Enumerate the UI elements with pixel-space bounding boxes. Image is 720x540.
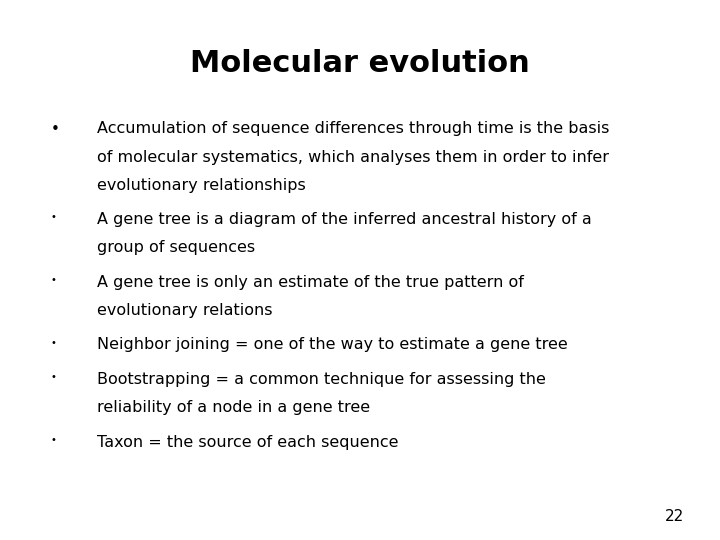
Text: •: • bbox=[50, 212, 56, 222]
Text: •: • bbox=[50, 122, 59, 137]
Text: group of sequences: group of sequences bbox=[97, 240, 256, 255]
Text: •: • bbox=[50, 372, 56, 382]
Text: Neighbor joining = one of the way to estimate a gene tree: Neighbor joining = one of the way to est… bbox=[97, 338, 568, 353]
Text: •: • bbox=[50, 338, 56, 348]
Text: Bootstrapping = a common technique for assessing the: Bootstrapping = a common technique for a… bbox=[97, 372, 546, 387]
Text: evolutionary relationships: evolutionary relationships bbox=[97, 178, 306, 193]
Text: Molecular evolution: Molecular evolution bbox=[190, 49, 530, 78]
Text: reliability of a node in a gene tree: reliability of a node in a gene tree bbox=[97, 400, 370, 415]
Text: evolutionary relations: evolutionary relations bbox=[97, 303, 273, 318]
Text: of molecular systematics, which analyses them in order to infer: of molecular systematics, which analyses… bbox=[97, 150, 609, 165]
Text: Taxon = the source of each sequence: Taxon = the source of each sequence bbox=[97, 435, 399, 450]
Text: Accumulation of sequence differences through time is the basis: Accumulation of sequence differences thr… bbox=[97, 122, 610, 137]
Text: 22: 22 bbox=[665, 509, 684, 524]
Text: A gene tree is only an estimate of the true pattern of: A gene tree is only an estimate of the t… bbox=[97, 275, 524, 290]
Text: •: • bbox=[50, 435, 56, 445]
Text: •: • bbox=[50, 275, 56, 285]
Text: A gene tree is a diagram of the inferred ancestral history of a: A gene tree is a diagram of the inferred… bbox=[97, 212, 592, 227]
